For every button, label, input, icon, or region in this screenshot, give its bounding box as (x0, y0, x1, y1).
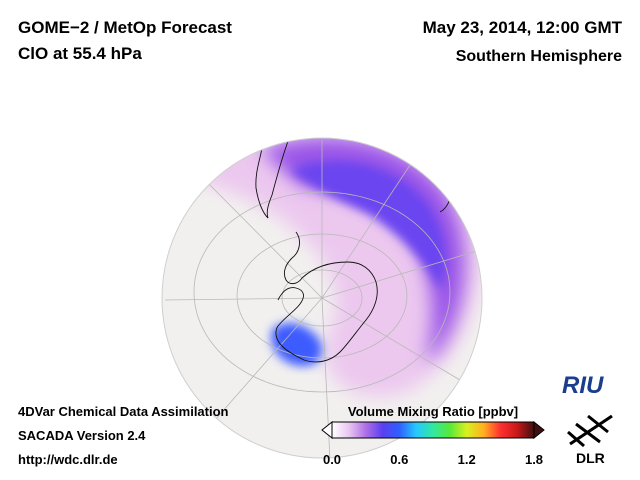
colorbar-tick-label: 1.2 (457, 452, 476, 467)
map-datetime: May 23, 2014, 12:00 GMT (422, 18, 622, 37)
colorbar-gradient (332, 422, 534, 438)
colorbar-title: Volume Mixing Ratio [ppbv] (347, 404, 519, 419)
colorbar-tick-label: 0.6 (390, 452, 409, 467)
map-title: GOME−2 / MetOp Forecast (18, 18, 232, 37)
colorbar-under-arrow (321, 420, 333, 440)
colorbar-tick-label: 0.0 (322, 452, 342, 467)
clo-violet-core (290, 161, 446, 290)
footer-line-2: SACADA Version 2.4 (18, 428, 146, 443)
globe-outline (161, 137, 483, 459)
graticule (164, 140, 481, 458)
clo-blue-pocket (271, 323, 323, 367)
map-hemisphere: Southern Hemisphere (455, 48, 622, 65)
dlr-logo-icon (567, 414, 613, 448)
colorbar-over-arrow (533, 420, 545, 440)
colorbar (321, 420, 545, 440)
dlr-logo-text: DLR (576, 450, 605, 466)
riu-logo: RIU (562, 372, 604, 399)
map-subtitle: ClO at 55.4 hPa (18, 44, 142, 63)
colorbar-tick-label: 1.8 (524, 452, 544, 467)
footer-url: http://wdc.dlr.de (18, 452, 118, 467)
footer-line-1: 4DVar Chemical Data Assimilation (18, 404, 229, 419)
